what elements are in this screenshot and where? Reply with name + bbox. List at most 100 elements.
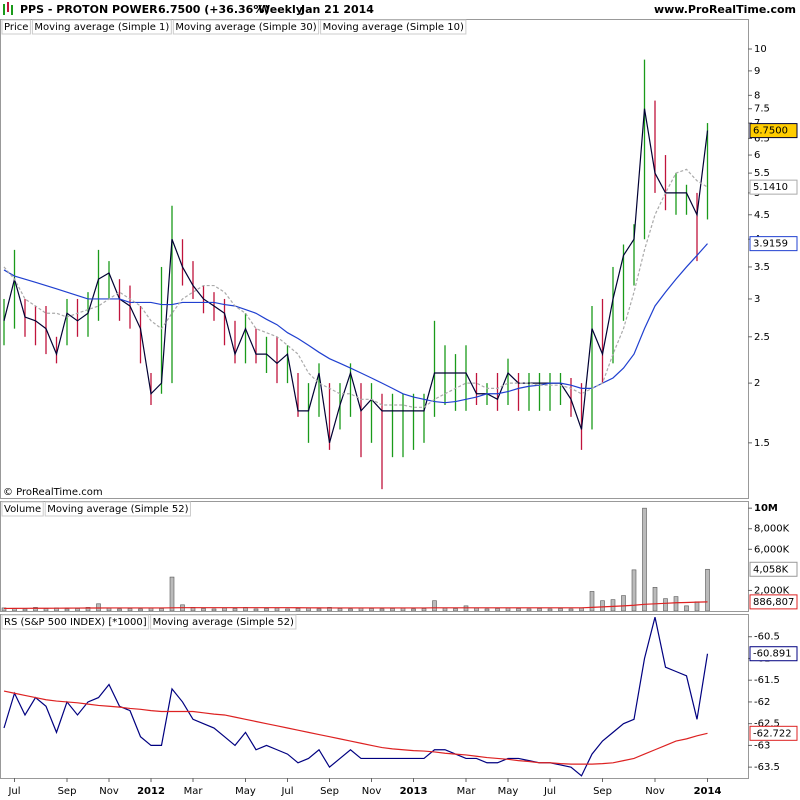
y-tick-label: -62 [754,697,770,708]
volume-bar [547,608,553,611]
volume-bar [64,608,70,611]
volume-bar [379,608,385,611]
volume-bar [211,608,217,611]
x-tick-label: Mar [184,786,204,797]
volume-bar [694,601,700,611]
y-tick-label: -61.5 [754,675,780,686]
volume-bar [558,608,563,611]
volume-bar [432,600,437,611]
volume-bar [463,605,469,611]
legend-box [150,614,297,630]
value-marker [749,646,798,662]
value-marker-label: 4,058K [753,564,789,575]
value-marker-label: 3.9159 [753,239,788,250]
volume-bar [684,605,689,611]
pane-frame [0,501,749,612]
volume-bar [348,608,353,611]
legend-box [44,501,191,517]
x-tick-label: Sep [593,786,612,797]
volume-bar [642,507,647,611]
volume-bar [600,600,605,611]
y-tick-label: 4.5 [754,210,770,221]
y-tick-label: -63 [754,740,770,751]
value-marker-label: -62.722 [753,728,792,739]
volume-bar [169,576,175,611]
y-tick-label: -60.5 [754,632,780,643]
x-tick-label: Sep [58,786,77,797]
volume-bar [138,608,143,611]
volume-bar [621,595,626,611]
x-tick-label: 2013 [400,786,428,797]
volume-bar [274,607,280,611]
x-tick-label: Nov [645,786,665,797]
volume-bar [652,587,658,611]
volume-bar [369,608,374,611]
copyright: © ProRealTime.com [3,487,103,498]
volume-bar [631,569,637,611]
volume-bar [411,608,416,611]
value-marker [749,561,798,577]
legend-entry: Volume [4,504,41,515]
volume-bar [253,608,259,611]
legend-box [31,19,172,35]
series-line [3,243,708,404]
volume-bar [159,608,164,611]
symbol: PPS - PROTON POWER [20,3,158,16]
x-tick-label: 2014 [694,786,722,797]
y-tick-label: 2.5 [754,332,770,343]
legend-entry: Price [4,22,28,33]
header-icon [3,2,13,15]
volume-bar [453,608,458,611]
legend-entry: Moving average (Simple 1) [34,22,169,33]
y-tick-label: 8,000K [754,524,790,535]
y-tick-label: 8 [754,90,760,101]
volume-bar [85,607,91,611]
volume-bar [264,608,269,611]
volume-bar [663,598,668,611]
y-tick-label: 1.5 [754,438,770,449]
y-tick-label: 6 [754,150,760,161]
volume-bar [610,599,616,611]
series-line [3,690,708,765]
period: Weekly [258,3,303,16]
volume-bar [390,608,395,611]
volume-bar [75,608,80,611]
value-marker-label: 5.1410 [753,182,788,193]
x-tick-label: Mar [457,786,477,797]
legend-entry: RS (S&P 500 INDEX) [*1000] [4,617,147,628]
y-tick-label: 2 [754,378,760,389]
plot-area [3,617,709,777]
value-marker [749,123,798,139]
value-marker [749,179,798,195]
x-tick-label: Jul [280,786,293,797]
y-tick-label: 2,000K [754,585,790,596]
volume-bar [589,591,595,611]
y-tick-label: -62.5 [754,719,780,730]
volume-bar [537,608,542,611]
volume-bar [516,608,521,611]
volume-bar [705,568,710,611]
legend-entry: Moving average (Simple 52) [153,617,294,628]
x-tick-label: Nov [362,786,382,797]
value-marker [749,594,798,610]
x-tick-label: Jul [543,786,556,797]
plot-area [3,59,709,490]
legend-box [1,501,44,517]
site: www.ProRealTime.com [654,3,796,16]
y-tick-label: 7.5 [754,104,770,115]
x-tick-label: Sep [320,786,339,797]
plot-area [1,507,710,611]
volume-bar [526,608,532,611]
series-line [3,601,708,610]
y-tick-label: -63.5 [754,762,780,773]
quote: 6.7500 (+36.36%) [158,3,269,16]
legend-box [172,19,320,35]
volume-bar [337,608,343,611]
x-tick-label: 2012 [137,786,165,797]
y-tick-label: 3 [754,294,760,305]
y-tick-label: 3.5 [754,262,770,273]
volume-bar [316,608,322,611]
y-tick-label: 9 [754,66,760,77]
